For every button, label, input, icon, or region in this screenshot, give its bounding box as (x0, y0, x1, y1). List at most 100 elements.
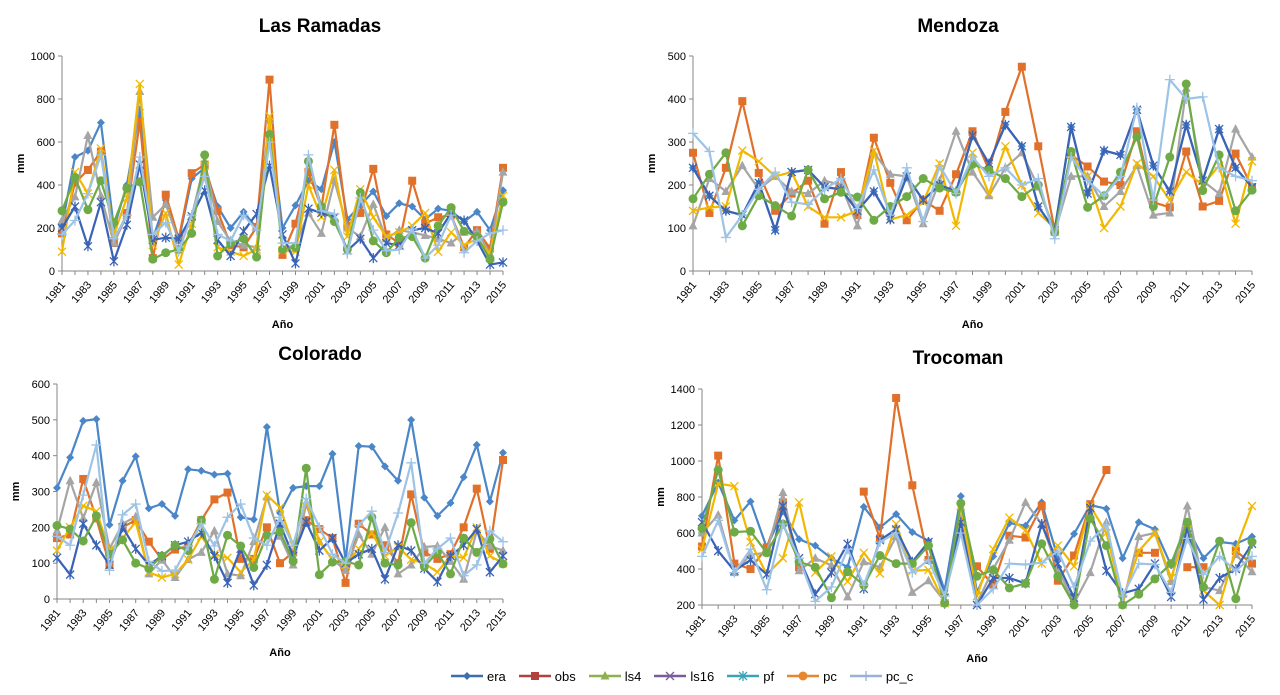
data-point-pc (252, 252, 262, 262)
data-point-era (118, 476, 127, 485)
data-point-pc_c (342, 248, 353, 259)
data-point-obs (66, 530, 75, 539)
x-tick-label: 2009 (1136, 613, 1161, 639)
data-point-ls16 (1215, 600, 1225, 610)
data-point-pc (446, 569, 456, 579)
x-tick-label: 1983 (716, 613, 741, 639)
data-point-pc (1166, 559, 1176, 569)
data-point-ls4 (778, 487, 788, 496)
data-point-ls4 (498, 167, 508, 176)
data-point-era (420, 493, 429, 502)
data-point-ls4 (1085, 567, 1095, 577)
data-point-obs (330, 120, 339, 129)
data-point-pc (803, 165, 813, 175)
data-point-pf (1116, 149, 1125, 160)
x-axis-label: Año (966, 653, 988, 665)
data-point-pc_c (972, 600, 982, 610)
y-tick-label: 200 (668, 180, 686, 192)
data-point-pc (380, 558, 390, 568)
data-point-ls16 (239, 251, 249, 261)
data-point-era (70, 153, 79, 162)
data-point-pf (1037, 519, 1047, 529)
data-point-ls4 (70, 191, 80, 201)
data-point-pc (1182, 517, 1192, 527)
data-point-obs (1017, 62, 1026, 71)
data-point-pc (826, 593, 836, 603)
data-point-obs (973, 562, 981, 571)
x-tick-label: 2003 (327, 607, 352, 633)
data-point-ls16 (498, 191, 508, 201)
legend-item-era: era (450, 669, 506, 684)
data-point-obs (1248, 559, 1256, 568)
data-point-era (289, 483, 298, 492)
data-point-ls16 (420, 208, 430, 218)
chart-panel: Las Ramadas 0 200 400 600 800 1000 1981 1983 1985… (15, 16, 509, 331)
data-point-pc (1247, 185, 1257, 195)
data-point-pc_c (212, 229, 223, 240)
data-point-pc (368, 236, 378, 246)
data-point-pc (1231, 594, 1241, 604)
data-point-ls4 (485, 540, 495, 550)
data-point-pc (810, 562, 820, 572)
legend-label: era (487, 668, 506, 684)
data-point-pc_c (1148, 195, 1159, 206)
data-point-pc_c (1036, 557, 1047, 568)
data-point-pc_c (303, 149, 314, 160)
data-point-ls4 (196, 547, 206, 556)
x-tick-label: 1983 (65, 607, 90, 633)
data-point-ls16 (174, 260, 184, 270)
data-point-pf (432, 576, 442, 587)
data-point-pc_c (498, 536, 508, 547)
data-point-era (499, 448, 507, 457)
data-point-pf (262, 559, 272, 570)
data-point-ls4 (420, 230, 430, 240)
data-point-obs (213, 206, 222, 215)
x-tick-label: 1991 (845, 613, 870, 639)
data-point-ls16 (96, 143, 106, 153)
y-tick-label: 400 (37, 180, 55, 192)
data-point-ls16 (1247, 501, 1257, 511)
data-point-pf (704, 190, 714, 201)
data-point-obs (408, 176, 417, 185)
legend-marker-icon (860, 671, 871, 681)
x-tick-label: 2011 (1168, 279, 1192, 305)
data-point-pc_c (835, 173, 846, 184)
data-point-pc_c (1004, 558, 1015, 569)
data-point-pc (1165, 152, 1175, 162)
data-point-era (291, 201, 300, 210)
data-point-pc_c (156, 566, 167, 577)
y-tick-label: 200 (677, 600, 695, 612)
data-point-pf (393, 540, 403, 551)
data-point-pc (1004, 583, 1014, 593)
data-point-era (446, 498, 455, 507)
data-point-pc (1053, 571, 1063, 581)
data-point-obs (902, 216, 911, 225)
data-point-ls4 (236, 570, 246, 580)
data-point-era (956, 492, 965, 501)
data-point-pc_c (918, 216, 929, 227)
data-point-pf (498, 257, 508, 268)
data-point-era (472, 440, 481, 449)
data-point-pc_c (697, 551, 707, 562)
data-point-pc_c (1181, 94, 1192, 104)
data-point-pc_c (761, 584, 772, 595)
data-point-ls16 (902, 210, 912, 220)
data-point-pc_c (1016, 180, 1027, 190)
data-point-ls16 (826, 551, 836, 561)
data-point-obs (804, 176, 813, 185)
y-axis-label: mm (15, 154, 27, 174)
data-point-obs (1083, 162, 1092, 171)
data-point-pc (721, 148, 731, 158)
x-tick-label: 1987 (121, 279, 146, 305)
data-point-pc (713, 465, 723, 475)
data-point-pc (688, 194, 698, 204)
y-tick-label: 1400 (671, 384, 695, 396)
series-pc_c (697, 515, 1257, 610)
data-point-era (197, 466, 206, 475)
data-point-pc_c (1182, 533, 1193, 544)
data-point-ls16 (1165, 195, 1175, 205)
data-point-pc (236, 541, 246, 551)
data-point-pc (288, 556, 298, 566)
data-point-pf (721, 205, 731, 216)
x-axis-label: Año (272, 319, 294, 331)
